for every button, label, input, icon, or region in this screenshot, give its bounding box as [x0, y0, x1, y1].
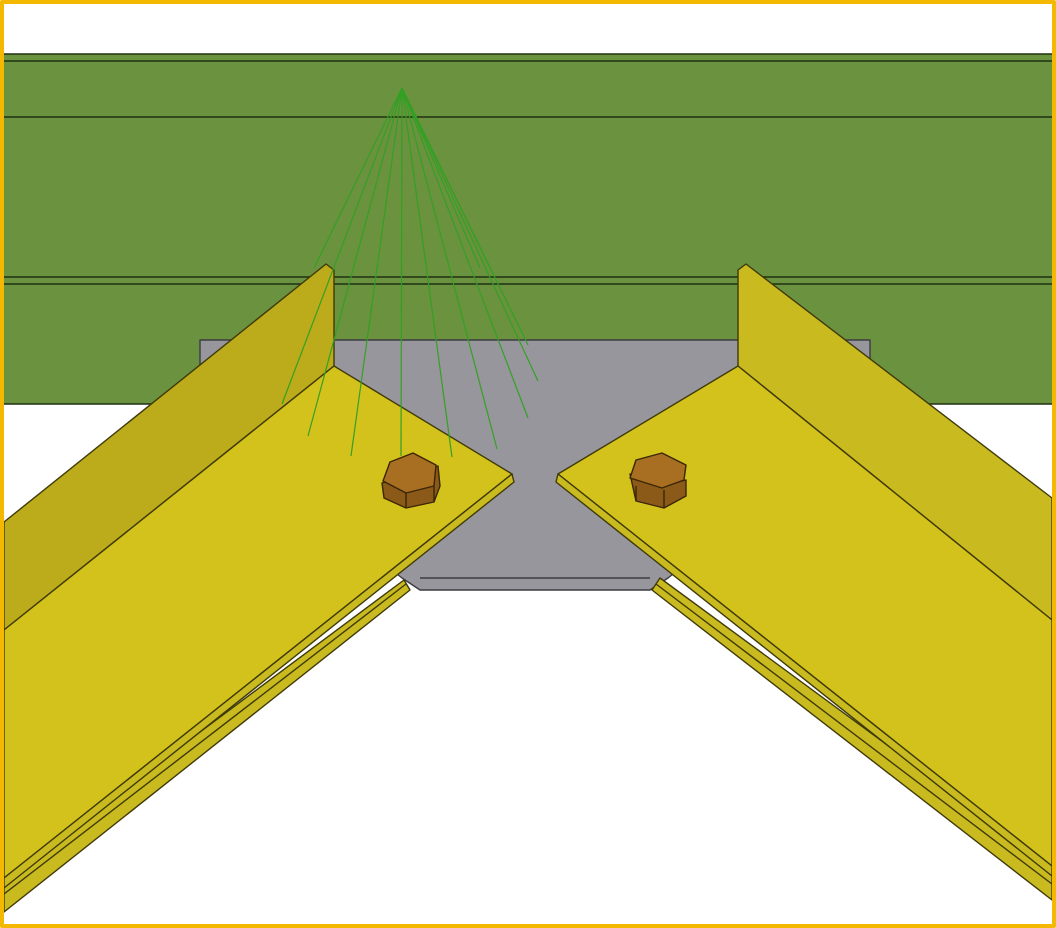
- bolt-right[interactable]: [629, 452, 687, 509]
- left-angle-horizontal-leg: [3, 365, 513, 879]
- hex-bolt-icon: [629, 452, 687, 509]
